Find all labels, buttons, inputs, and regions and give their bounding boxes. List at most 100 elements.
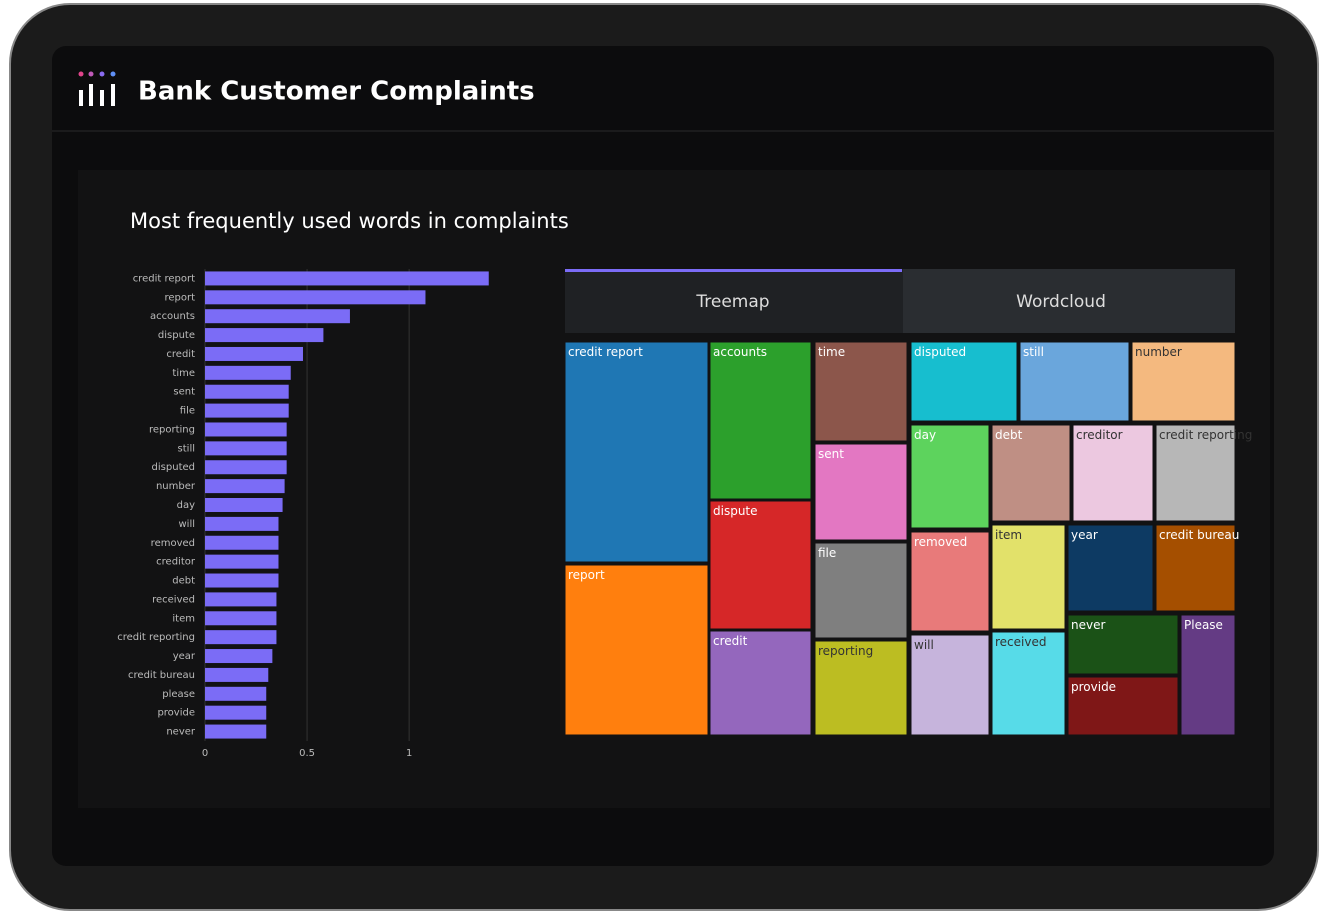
x-tick-label: 0 [202, 748, 208, 759]
bar [205, 724, 267, 739]
treemap-label: still [1023, 345, 1044, 359]
y-tick-label: item [172, 613, 195, 624]
y-tick-label: received [152, 594, 195, 605]
treemap-tile [1067, 676, 1179, 736]
treemap-label: year [1071, 528, 1098, 542]
y-tick-label: reporting [149, 424, 195, 435]
bar [205, 686, 267, 701]
bar [205, 667, 269, 682]
y-tick-label: will [178, 519, 195, 530]
bar [205, 554, 279, 569]
tab-inactive-bg [903, 269, 1235, 333]
treemap-tile [564, 341, 709, 563]
treemap-tile [814, 443, 908, 541]
treemap-label: item [995, 528, 1022, 542]
y-tick-label: debt [172, 576, 195, 587]
bar [205, 328, 324, 343]
tab-indicator [565, 269, 902, 272]
treemap-tile [910, 424, 990, 529]
y-tick-label: credit reporting [117, 632, 195, 643]
treemap-tile [991, 631, 1066, 736]
y-tick-label: still [178, 443, 195, 454]
treemap-tile [814, 341, 908, 442]
treemap-tile [709, 630, 812, 736]
y-tick-label: report [164, 292, 195, 303]
bar [205, 271, 489, 286]
treemap-tile [564, 564, 709, 736]
bar [205, 422, 287, 437]
bar [205, 705, 267, 720]
y-tick-label: file [180, 406, 195, 417]
bar [205, 573, 279, 588]
y-tick-label: year [173, 651, 196, 662]
treemap-tile [991, 424, 1071, 522]
treemap-tile [1155, 524, 1236, 612]
y-tick-label: creditor [156, 557, 196, 568]
bar [205, 535, 279, 550]
bar [205, 441, 287, 456]
treemap-label: never [1071, 618, 1105, 632]
treemap-label: Please [1184, 618, 1223, 632]
bar [205, 290, 426, 305]
treemap-tile [910, 341, 1018, 422]
treemap-label: report [568, 568, 605, 582]
treemap-label: received [995, 635, 1046, 649]
treemap-label: credit report [568, 345, 643, 359]
bar [205, 592, 277, 607]
tab[interactable]: Wordcloud [1016, 292, 1106, 312]
treemap-label: credit reporting [1159, 428, 1252, 442]
y-tick-label: sent [173, 387, 195, 398]
bar [205, 479, 285, 494]
treemap-tile [709, 500, 812, 630]
treemap-tile [1072, 424, 1154, 522]
chart-title: Most frequently used words in complaints [130, 209, 569, 233]
treemap-tile [1019, 341, 1130, 422]
treemap-tile [910, 634, 990, 736]
bar [205, 403, 289, 418]
treemap-tile [1067, 524, 1154, 612]
treemap-label: will [914, 638, 934, 652]
treemap-label: removed [914, 535, 967, 549]
treemap-tile [1155, 424, 1236, 522]
y-tick-label: accounts [150, 311, 195, 322]
treemap-tile [709, 341, 812, 500]
treemap-label: day [914, 428, 936, 442]
bar [205, 346, 303, 361]
y-tick-label: day [177, 500, 195, 511]
treemap-label: credit bureau [1159, 528, 1239, 542]
treemap-tile [1180, 614, 1236, 736]
treemap-tile [814, 542, 908, 639]
y-tick-label: credit report [133, 273, 195, 284]
treemap-label: disputed [914, 345, 966, 359]
y-tick-label: provide [157, 708, 195, 719]
treemap-label: debt [995, 428, 1023, 442]
bar [205, 630, 277, 645]
treemap-tile [910, 531, 990, 632]
treemap-label: accounts [713, 345, 767, 359]
y-tick-label: disputed [152, 462, 195, 473]
treemap-label: file [818, 546, 836, 560]
treemap-label: creditor [1076, 428, 1123, 442]
bar [205, 384, 289, 399]
bar [205, 460, 287, 475]
tab[interactable]: Treemap [695, 292, 769, 312]
y-tick-label: credit [166, 349, 195, 360]
bar [205, 309, 350, 324]
x-tick-label: 0.5 [299, 748, 315, 759]
x-tick-label: 1 [406, 748, 412, 759]
page-title: Bank Customer Complaints [138, 77, 535, 107]
treemap-label: dispute [713, 504, 758, 518]
bar [205, 516, 279, 531]
treemap-label: credit [713, 634, 748, 648]
y-tick-label: removed [151, 538, 195, 549]
treemap-tile [1131, 341, 1236, 422]
bar [205, 611, 277, 626]
bar [205, 649, 273, 664]
bar [205, 365, 291, 380]
logo [78, 71, 116, 106]
treemap-label: time [818, 345, 845, 359]
treemap-tile [991, 524, 1066, 630]
treemap-label: number [1135, 345, 1182, 359]
treemap-label: provide [1071, 680, 1116, 694]
